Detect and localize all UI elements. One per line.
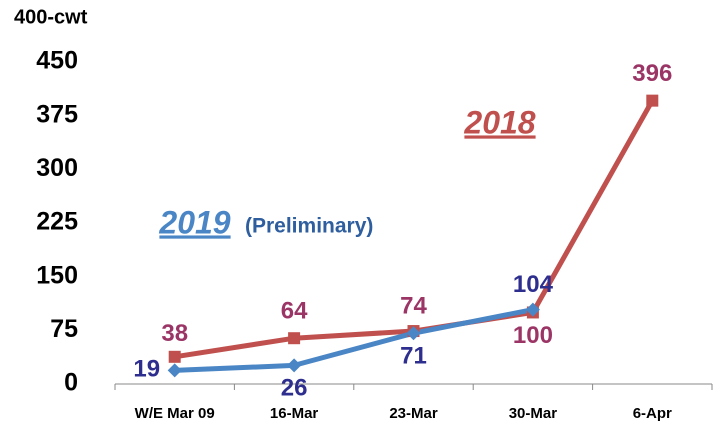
- data-label: 19: [133, 356, 160, 383]
- marker: [406, 326, 421, 341]
- y-tick-label: 150: [36, 261, 78, 289]
- y-tick-label: 75: [50, 315, 78, 343]
- series-annotation: 2018: [463, 104, 535, 140]
- x-tick-label: 16-Mar: [270, 405, 319, 422]
- marker: [525, 302, 540, 317]
- y-axis-label: 400-cwt: [14, 6, 88, 28]
- data-label: 64: [281, 298, 308, 325]
- x-tick-label: 30-Mar: [509, 405, 558, 422]
- x-tick-label: 6-Apr: [633, 405, 672, 422]
- marker: [288, 332, 301, 345]
- marker: [287, 358, 302, 373]
- series-line: [174, 307, 534, 373]
- series-annotation: 2019: [158, 204, 230, 240]
- data-label: 100: [513, 322, 553, 349]
- annotation: (Preliminary): [245, 215, 373, 238]
- data-label: 396: [632, 60, 672, 87]
- y-tick-label: 225: [36, 208, 78, 236]
- marker: [168, 350, 181, 363]
- data-label: 74: [400, 292, 427, 319]
- x-tick-label: W/E Mar 09: [135, 405, 215, 422]
- data-label: 104: [513, 271, 554, 298]
- marker: [646, 94, 659, 107]
- x-tick-label: 23-Mar: [389, 405, 438, 422]
- data-label: 38: [161, 320, 188, 347]
- data-label: 26: [281, 375, 308, 402]
- y-tick-label: 375: [36, 100, 78, 128]
- y-tick-label: 450: [36, 47, 78, 75]
- y-tick-label: 300: [36, 154, 78, 182]
- marker: [167, 363, 182, 378]
- y-tick-label: 0: [64, 369, 78, 397]
- data-label: 71: [400, 343, 427, 370]
